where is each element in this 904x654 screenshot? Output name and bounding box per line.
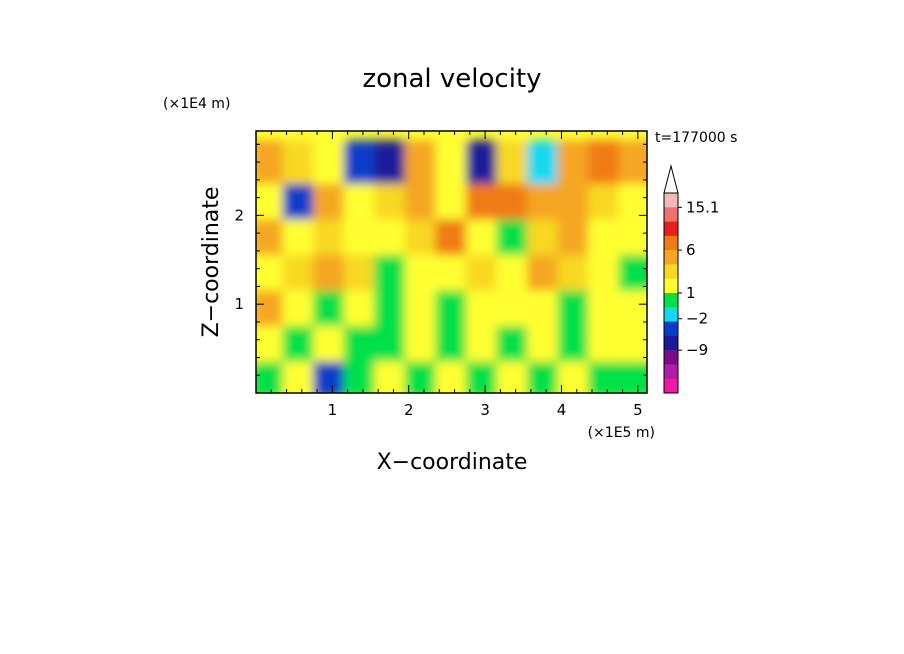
colorbar-segment [664,221,678,237]
x-tick-label: 5 [633,401,643,419]
field-cell [618,140,647,184]
colorbar-segment [664,293,678,308]
colorbar-label: 1 [686,284,696,302]
colorbar-label: −2 [686,310,708,328]
colorbar-label: −9 [686,341,708,359]
plot-frame [255,130,648,394]
chart-title: zonal velocity [362,64,541,94]
x-tick-label: 3 [480,401,490,419]
colorbar-label: 6 [686,241,696,259]
x-axis-label: X−coordinate [377,450,528,475]
colorbar-segment [664,321,678,337]
colorbar-segment [664,335,678,351]
time-label: t=177000 s [655,130,737,146]
y-unit-label: (×1E4 m) [163,96,230,112]
colorbar-segment [664,250,678,265]
colorbar-extend-arrow [663,164,679,194]
field-contours [256,140,647,393]
colorbar-segment [664,235,678,251]
colorbar: 15.1 6 1 −2 −9 [663,164,719,394]
colorbar-segment [664,193,678,208]
y-axis-label: Z−coordinate [199,187,224,338]
colorbar-segment [664,207,678,222]
x-tick-label: 1 [328,401,338,419]
colorbar-segment [664,350,678,365]
x-tick-label: 2 [404,401,414,419]
plot-area [256,131,647,393]
colorbar-segment [664,378,678,394]
y-tick-label: 1 [234,295,244,313]
y-tick-label: 2 [234,206,244,224]
colorbar-segment [664,364,678,380]
colorbar-segment [664,278,678,294]
x-unit-label: (×1E5 m) [588,425,655,441]
colorbar-segment [664,307,678,322]
x-tick-label: 4 [557,401,567,419]
colorbar-segment [664,264,678,280]
colorbar-label: 15.1 [686,198,719,216]
axis-ticks: 1 2 3 4 5 1 2 [234,131,647,419]
